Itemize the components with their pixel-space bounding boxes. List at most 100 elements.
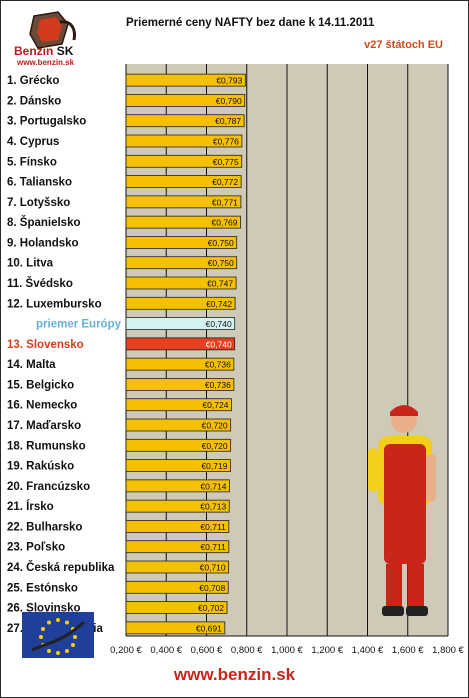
category-label: 19. Rakúsko <box>7 461 74 473</box>
bar <box>125 317 236 330</box>
bar <box>125 621 226 635</box>
category-label: 25. Estónsko <box>7 582 78 594</box>
bar-value-label: €0,772 <box>212 177 238 187</box>
bar-value-label: €0,747 <box>207 279 233 289</box>
bar <box>125 459 231 472</box>
bar <box>125 236 238 249</box>
bar-value-label: €0,708 <box>199 583 225 593</box>
category-label: 2. Dánsko <box>7 95 61 107</box>
category-label: 23. Poľsko <box>7 542 65 554</box>
bar <box>125 94 246 107</box>
mechanic-illustration-icon <box>368 405 436 616</box>
bar-value-label: €0,736 <box>205 360 231 370</box>
bar-value-label: €0,742 <box>206 299 232 309</box>
bar <box>125 601 228 614</box>
bar <box>125 479 230 493</box>
bar-value-label: €0,724 <box>202 400 228 410</box>
bar <box>125 499 230 513</box>
bar-value-label: €0,740 <box>206 319 232 329</box>
bar <box>125 560 230 574</box>
bar <box>125 134 243 148</box>
bar-value-label: €0,793 <box>216 76 242 86</box>
x-tick-label: 1,800 € <box>432 645 464 656</box>
eu-flag-icon <box>22 612 94 658</box>
x-tick-label: 0,600 € <box>191 645 223 656</box>
category-label: 14. Malta <box>7 359 56 371</box>
bar <box>125 398 232 412</box>
bar <box>125 215 241 229</box>
bar <box>125 337 236 351</box>
bar-value-label: €0,750 <box>208 258 234 268</box>
bar <box>125 438 232 452</box>
bar-value-label: €0,771 <box>212 197 238 207</box>
category-label: 26. Slovinsko <box>7 603 81 615</box>
bar <box>125 296 236 310</box>
bar-value-label: €0,736 <box>205 380 231 390</box>
bar <box>125 580 229 594</box>
category-label: 22. Bulharsko <box>7 521 82 533</box>
chart-subtitle: v27 štátoch EU <box>364 39 443 51</box>
category-label: priemer Európy <box>36 319 122 331</box>
category-label: 10. Litva <box>7 258 54 270</box>
bar-value-label: €0,719 <box>201 461 227 471</box>
bar <box>125 175 242 188</box>
bar <box>125 73 246 87</box>
bar-value-label: €0,713 <box>200 502 226 512</box>
category-label: 15. Belgicko <box>7 379 74 391</box>
bar-value-label: €0,750 <box>208 238 234 248</box>
bar-value-label: €0,702 <box>198 603 224 613</box>
x-tick-label: 0,200 € <box>110 645 142 656</box>
x-tick-label: 1,400 € <box>352 645 384 656</box>
benzin-logo-icon <box>29 11 76 49</box>
bar-value-label: €0,720 <box>202 441 228 451</box>
x-tick-label: 0,800 € <box>231 645 263 656</box>
bar-value-label: €0,711 <box>200 542 226 552</box>
bar-value-label: €0,769 <box>212 218 238 228</box>
x-tick-label: 1,000 € <box>271 645 303 656</box>
bar-value-label: €0,776 <box>213 137 239 147</box>
bar <box>125 114 245 128</box>
bar <box>125 357 235 371</box>
chart-title: Priemerné ceny NAFTY bez dane k 14.11.20… <box>126 17 375 29</box>
bar-value-label: €0,790 <box>216 96 242 106</box>
category-label: 5. Fínsko <box>7 156 57 168</box>
bar <box>125 195 242 209</box>
category-label: 7. Lotyšsko <box>7 197 70 209</box>
category-label: 4. Cyprus <box>7 136 59 148</box>
category-label: 24. Česká republika <box>7 561 115 574</box>
bar-value-label: €0,714 <box>200 481 226 491</box>
bar <box>125 418 232 432</box>
logo-name: Benzin SK <box>14 44 74 58</box>
category-label: 12. Luxembursko <box>7 298 102 310</box>
category-label: 16. Nemecko <box>7 400 77 412</box>
bar-value-label: €0,787 <box>215 116 241 126</box>
footer-url: www.benzin.sk <box>173 665 296 684</box>
bar-value-label: €0,710 <box>200 563 226 573</box>
category-label: 1. Grécko <box>7 75 59 87</box>
logo-url: www.benzin.sk <box>17 58 75 67</box>
category-label: 11. Švédsko <box>7 277 73 290</box>
category-label: 9. Holandsko <box>7 237 79 249</box>
bar-value-label: €0,711 <box>200 522 226 532</box>
bar <box>125 154 243 168</box>
bar <box>125 256 238 270</box>
bar-value-label: €0,691 <box>196 623 222 633</box>
bar-value-label: €0,720 <box>202 421 228 431</box>
category-label: 20. Francúzsko <box>7 481 90 493</box>
category-label: 6. Taliansko <box>7 177 72 189</box>
bar <box>125 520 230 533</box>
bar-value-label: €0,775 <box>213 157 239 167</box>
category-label: 17. Maďarsko <box>7 420 81 432</box>
bar <box>125 378 235 391</box>
category-label: 18. Rumunsko <box>7 440 86 452</box>
x-tick-label: 0,400 € <box>150 645 182 656</box>
bar-value-label: €0,740 <box>206 339 232 349</box>
bar <box>125 276 237 290</box>
category-label: 13. Slovensko <box>7 339 84 351</box>
category-label: 8. Španielsko <box>7 216 81 229</box>
x-tick-label: 1,600 € <box>392 645 424 656</box>
category-label: 21. Írsko <box>7 500 54 513</box>
category-label: 3. Portugalsko <box>7 116 86 128</box>
bar <box>125 540 230 554</box>
